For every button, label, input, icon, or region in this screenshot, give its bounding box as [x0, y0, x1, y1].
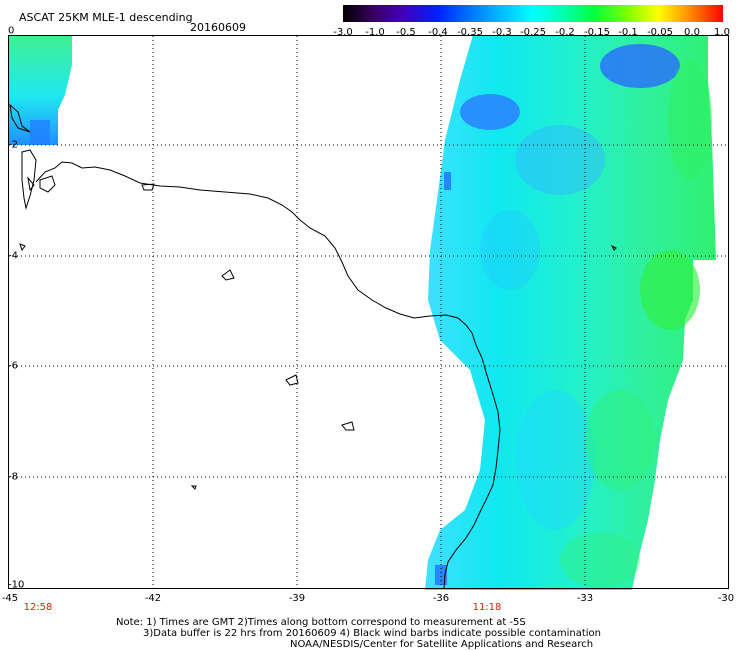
pass-time-label: 12:58: [23, 602, 53, 613]
lon-label: -30: [717, 593, 735, 604]
colorbar-tick: -0.5: [396, 27, 416, 38]
coastline: [9, 103, 617, 589]
data-swath: [425, 35, 716, 590]
lat-label: -6: [8, 360, 18, 372]
note-line: NOAA/NESDIS/Center for Satellite Applica…: [290, 639, 594, 650]
plot-frame: [8, 35, 729, 589]
data-swath-small: [8, 35, 72, 145]
lat-label: 0: [8, 25, 15, 37]
chart-title: ASCAT 25KM MLE-1 descending: [19, 11, 193, 24]
note-line: 3)Data buffer is 22 hrs from 20160609 4)…: [143, 628, 601, 639]
colorbar-tick: -0.2: [555, 27, 575, 38]
colorbar-tick: -0.4: [428, 27, 448, 38]
lon-label: -42: [144, 593, 162, 604]
colorbar: [343, 5, 723, 22]
lon-label: -39: [288, 593, 306, 604]
colorbar-tick: -0.3: [492, 27, 512, 38]
lon-label: -36: [432, 593, 450, 604]
note-line: Note: 1) Times are GMT 2)Times along bot…: [116, 617, 526, 628]
lon-label: -33: [576, 593, 594, 604]
colorbar-tick: 1.0: [714, 27, 730, 38]
lat-label: -8: [8, 471, 18, 483]
colorbar-tick: -0.05: [647, 27, 673, 38]
pass-time-label: 11:18: [472, 602, 502, 613]
colorbar-tick: 0.0: [684, 27, 700, 38]
grid-lines: [9, 36, 728, 588]
colorbar-tick: -0.1: [618, 27, 638, 38]
lat-label: -10: [8, 579, 25, 591]
colorbar-tick: -0.35: [457, 27, 483, 38]
lat-label: -2: [8, 139, 18, 151]
lon-label: -45: [1, 593, 19, 604]
lat-label: -4: [8, 250, 18, 262]
colorbar-tick: -3.0: [333, 27, 353, 38]
colorbar-tick: -0.25: [520, 27, 546, 38]
colorbar-tick: -1.0: [365, 27, 385, 38]
date-label: 20160609: [190, 21, 246, 34]
colorbar-tick: -0.15: [584, 27, 610, 38]
